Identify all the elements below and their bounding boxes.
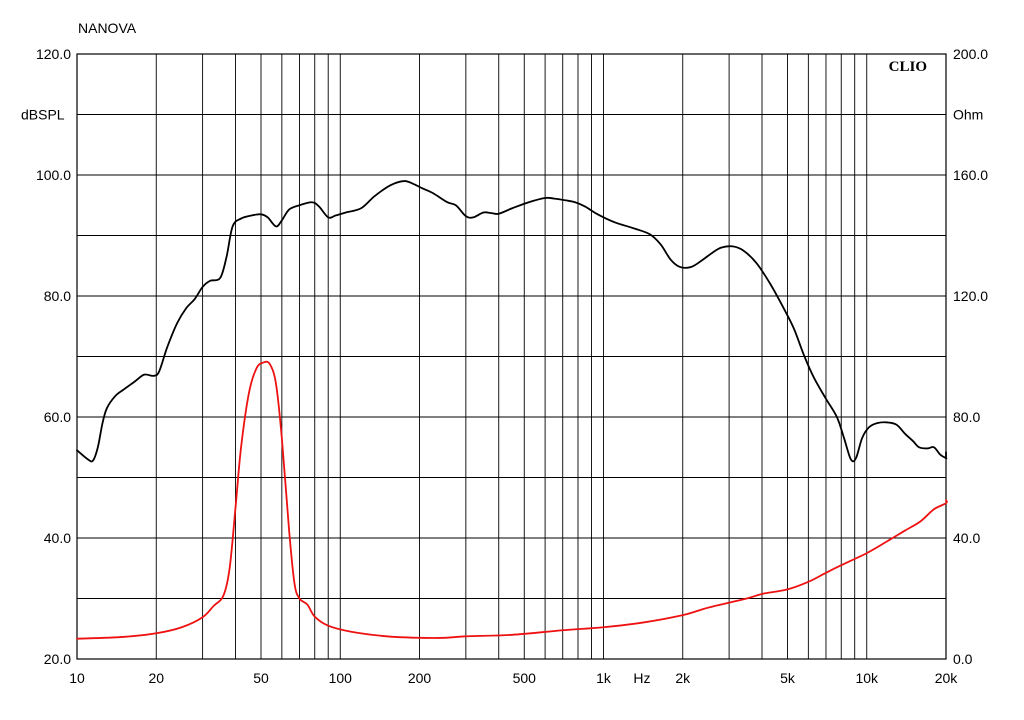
y-right-tick-label: 160.0 bbox=[953, 167, 988, 183]
y-left-tick-label: 60.0 bbox=[44, 409, 71, 425]
x-tick-label: 20k bbox=[935, 670, 959, 686]
x-tick-label: 100 bbox=[329, 670, 353, 686]
x-tick-label: 200 bbox=[408, 670, 432, 686]
y-left-axis-label: dBSPL bbox=[21, 107, 65, 123]
chart-title: NANOVA bbox=[78, 20, 137, 36]
x-tick-label: 5k bbox=[780, 670, 796, 686]
spl-response-curve bbox=[76, 180, 948, 463]
y-right-axis-label: Ohm bbox=[953, 107, 983, 123]
plot-frame bbox=[76, 53, 947, 660]
y-right-tick-label: 80.0 bbox=[953, 409, 980, 425]
x-tick-label: 2k bbox=[675, 670, 691, 686]
series-layer bbox=[76, 180, 948, 640]
clio-brand-mark: CLIO bbox=[889, 59, 927, 75]
y-right-tick-label: 200.0 bbox=[953, 46, 988, 62]
x-tick-label: 10k bbox=[855, 670, 879, 686]
impedance-curve bbox=[76, 360, 948, 640]
y-left-tick-label: 40.0 bbox=[44, 530, 71, 546]
y-right-tick-label: 40.0 bbox=[953, 530, 980, 546]
y-right-tick-label: 120.0 bbox=[953, 288, 988, 304]
y-left-tick-label: 20.0 bbox=[44, 651, 71, 667]
y-left-tick-label: 80.0 bbox=[44, 288, 71, 304]
x-tick-label: 10 bbox=[69, 670, 85, 686]
y-left-tick-label: 100.0 bbox=[36, 167, 71, 183]
x-tick-label: 50 bbox=[253, 670, 269, 686]
x-axis-unit-label: Hz bbox=[633, 670, 650, 686]
x-tick-label: 20 bbox=[148, 670, 164, 686]
y-left-tick-label: 120.0 bbox=[36, 46, 71, 62]
y-right-tick-label: 0.0 bbox=[953, 651, 973, 667]
tick-labels: 10 20 50 100 200 500 1k 2k 5k 10k 20k 120.0 100.0 80.… bbox=[36, 46, 988, 686]
x-tick-label: 500 bbox=[513, 670, 537, 686]
x-tick-label: 1k bbox=[596, 670, 612, 686]
grid-lines bbox=[77, 54, 946, 659]
